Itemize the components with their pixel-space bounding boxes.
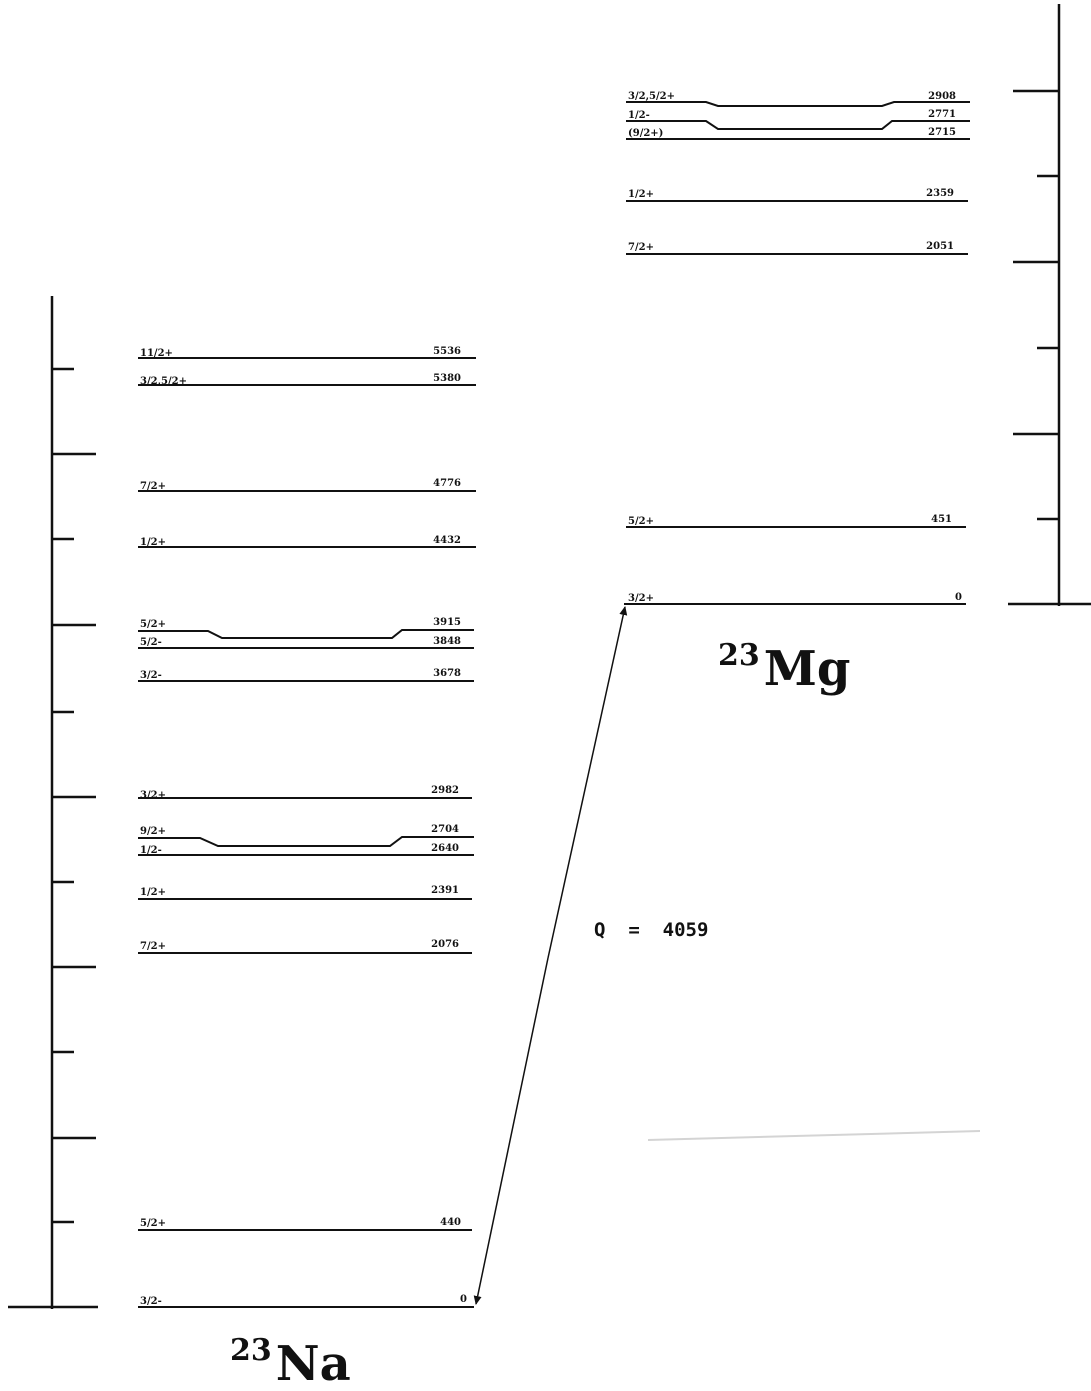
level-spin: (9/2+)	[628, 128, 663, 139]
level-spin: 5/2-	[140, 637, 162, 648]
level-energy: 2771	[928, 109, 956, 120]
level-spin: 3/2-	[140, 670, 162, 681]
energy-level: 11/2+ 5536	[138, 346, 476, 359]
energy-level: 7/2+ 2051	[626, 241, 968, 255]
energy-level: 9/2+ 2704	[138, 824, 474, 847]
level-energy: 2640	[431, 843, 459, 854]
right-level-list: 3/2+ 0 5/2+ 451 7/2+ 2051 1/2+ 2359 (9/2…	[624, 91, 970, 605]
level-energy: 2982	[431, 785, 459, 796]
level-spin: 7/2+	[628, 242, 654, 253]
level-spin: 3/2+	[140, 790, 166, 801]
energy-level: 5/2- 3848	[138, 636, 474, 649]
level-energy: 451	[931, 514, 952, 525]
left-nucleus-symbol: Na	[276, 1336, 351, 1391]
energy-level: 5/2+ 440	[138, 1217, 472, 1231]
energy-level: 1/2+ 4432	[138, 535, 476, 548]
level-energy: 2704	[431, 824, 459, 835]
energy-level: 3/2+ 0	[624, 592, 966, 605]
level-spin: 1/2+	[140, 887, 166, 898]
left-nucleus-label: 23 Na	[230, 1333, 351, 1391]
level-spin: 5/2+	[628, 516, 654, 527]
level-spin: 11/2+	[140, 348, 173, 359]
transition-arrows	[473, 606, 628, 1305]
energy-level: 3/2+ 2982	[138, 785, 472, 801]
energy-level: 7/2+ 4776	[138, 478, 476, 492]
level-spin: 3/2,5/2+	[140, 376, 187, 387]
level-line	[626, 120, 970, 130]
scan-artifact	[647, 1130, 981, 1141]
level-spin: 7/2+	[140, 481, 166, 492]
level-spin: 5/2+	[140, 619, 166, 630]
q-value-label: Q = 4059	[594, 919, 708, 941]
level-energy: 4776	[433, 478, 461, 489]
energy-level: (9/2+) 2715	[626, 127, 970, 140]
left-nucleus-mass-number: 23	[230, 1333, 272, 1368]
energy-level: 1/2- 2640	[138, 843, 474, 856]
energy-level: 7/2+ 2076	[138, 939, 472, 954]
transition-arrow-up	[547, 606, 628, 959]
level-spin: 3/2,5/2+	[628, 91, 675, 102]
level-spin: 7/2+	[140, 941, 166, 952]
left-level-list: 3/2- 0 5/2+ 440 7/2+ 2076 1/2+ 2391 1/2-…	[138, 346, 476, 1308]
level-line	[138, 629, 474, 639]
level-energy: 2391	[431, 885, 459, 896]
level-energy: 3915	[433, 617, 461, 628]
energy-level: 3/2- 3678	[138, 668, 474, 682]
level-energy: 2051	[926, 241, 954, 252]
level-energy: 3678	[433, 668, 461, 679]
left-energy-axis	[8, 296, 98, 1309]
level-energy: 2076	[431, 939, 459, 950]
level-line	[626, 101, 970, 107]
level-spin: 1/2+	[628, 189, 654, 200]
right-nucleus-mass-number: 23	[718, 638, 760, 673]
energy-level: 1/2+ 2359	[626, 188, 968, 202]
level-spin: 5/2+	[140, 1218, 166, 1229]
right-nucleus-label: 23 Mg	[718, 638, 850, 697]
level-energy: 0	[955, 592, 962, 603]
level-spin: 1/2-	[628, 110, 650, 121]
level-spin: 1/2+	[140, 537, 166, 548]
energy-level: 3/2- 0	[138, 1294, 474, 1308]
level-energy: 2715	[928, 127, 956, 138]
transition-arrow-down	[473, 957, 549, 1305]
level-spin: 3/2+	[628, 593, 654, 604]
level-energy: 5536	[433, 346, 461, 357]
energy-level: 1/2- 2771	[626, 109, 970, 130]
right-nucleus-symbol: Mg	[764, 641, 851, 697]
energy-level: 3/2,5/2+ 5380	[138, 373, 476, 387]
energy-level: 5/2+ 451	[626, 514, 966, 528]
level-energy: 0	[460, 1294, 467, 1305]
level-energy: 440	[440, 1217, 461, 1228]
right-energy-axis	[1008, 4, 1091, 606]
level-line	[138, 836, 474, 847]
level-energy: 2908	[928, 91, 956, 102]
level-spin: 1/2-	[140, 845, 162, 856]
level-energy: 3848	[433, 636, 461, 647]
energy-level: 1/2+ 2391	[138, 885, 472, 900]
level-spin: 9/2+	[140, 826, 166, 837]
energy-level: 3/2,5/2+ 2908	[626, 91, 970, 107]
level-energy: 5380	[433, 373, 461, 384]
level-energy: 4432	[433, 535, 461, 546]
energy-level: 5/2+ 3915	[138, 617, 474, 639]
level-spin: 3/2-	[140, 1296, 162, 1307]
level-energy: 2359	[926, 188, 954, 199]
